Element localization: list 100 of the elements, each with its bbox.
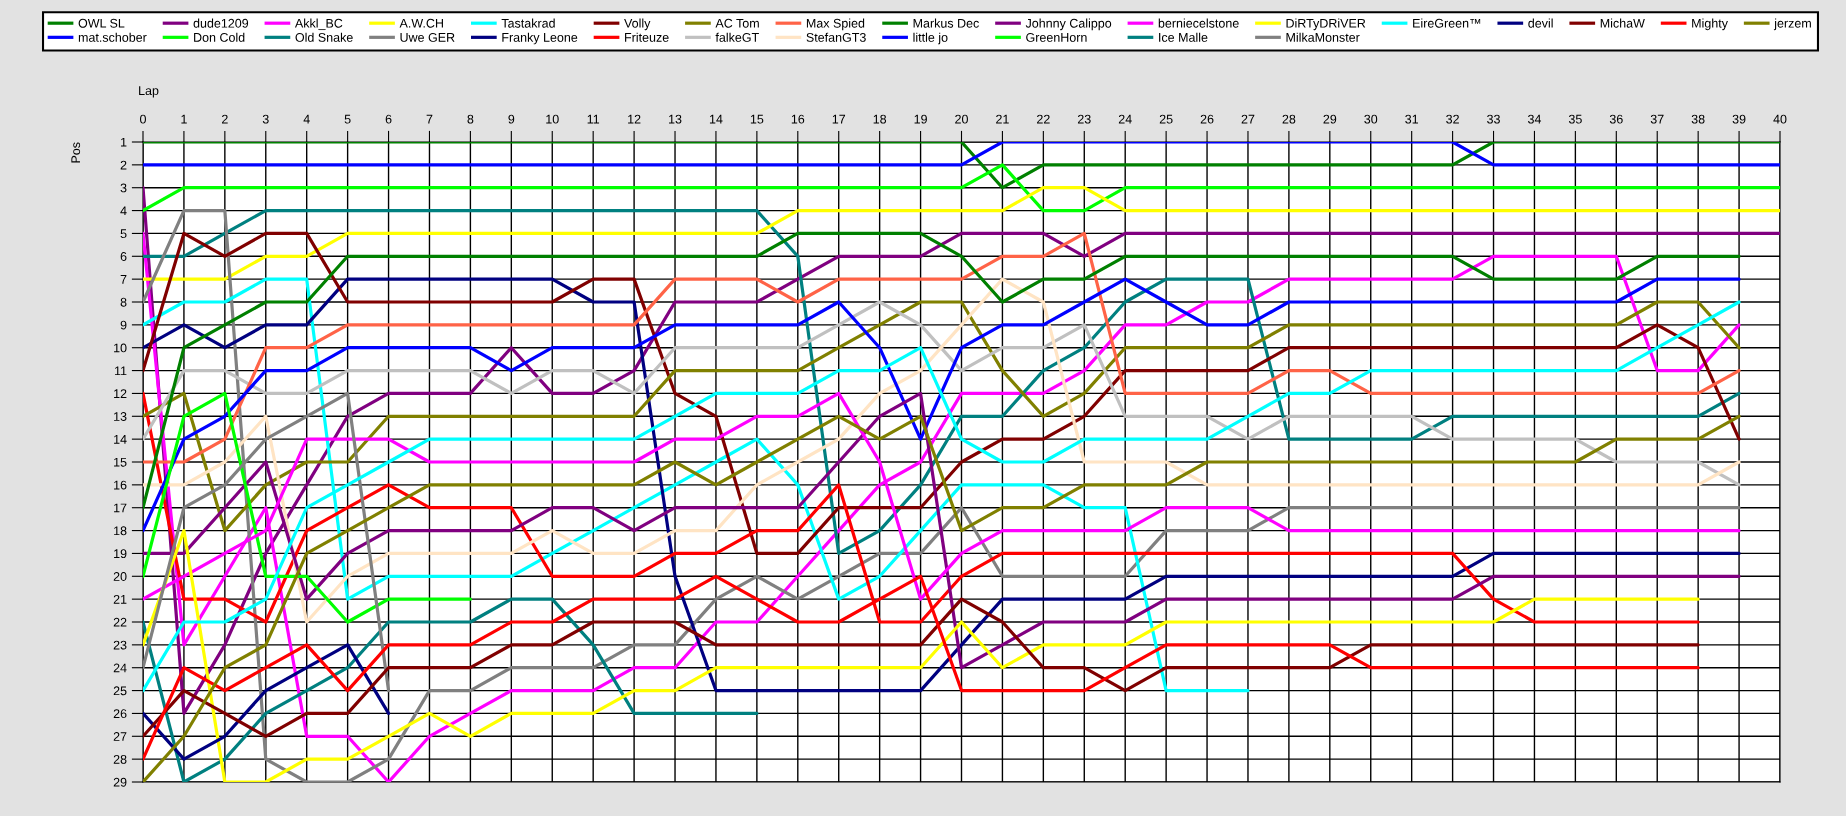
- y-tick-label: 14: [114, 435, 127, 444]
- x-tick-label: 5: [344, 114, 351, 124]
- x-tick-label: 3: [262, 114, 269, 124]
- x-tick-label: 29: [1323, 114, 1337, 124]
- legend-label: Old Snake: [295, 32, 353, 42]
- x-tick-label: 27: [1241, 114, 1255, 124]
- x-tick-label: 38: [1691, 114, 1705, 124]
- x-tick-label: 20: [955, 114, 968, 124]
- y-tick-label: 24: [113, 663, 127, 673]
- legend-label: mat.schober: [78, 32, 147, 42]
- x-tick-label: 39: [1732, 114, 1746, 124]
- x-tick-label: 10: [546, 114, 559, 124]
- y-tick-label: 15: [114, 457, 127, 467]
- legend-label: EireGreen™: [1413, 18, 1481, 28]
- legend-label: Johnny Calippo: [1025, 18, 1112, 31]
- x-tick-label: 21: [996, 114, 1009, 124]
- y-tick-label: 11: [115, 366, 127, 376]
- x-tick-label: 1: [181, 114, 187, 124]
- x-tick-label: 31: [1405, 114, 1419, 124]
- y-tick-label: 4: [120, 206, 127, 216]
- legend-label: Uwe GER: [400, 32, 455, 42]
- y-tick-label: 27: [113, 732, 127, 741]
- legend-label: Mighty: [1692, 18, 1728, 31]
- y-tick-label: 20: [113, 572, 127, 581]
- legend-label: MichaW: [1600, 18, 1645, 28]
- x-tick-label: 15: [750, 114, 764, 124]
- y-tick-label: 2: [120, 160, 127, 170]
- x-tick-label: 0: [140, 114, 146, 124]
- x-tick-label: 8: [467, 114, 474, 124]
- legend-label: Friteuze: [625, 32, 669, 42]
- legend-label: little jo: [913, 32, 948, 45]
- legend-label: berniecelstone: [1158, 18, 1239, 28]
- legend-label: falkeGT: [715, 32, 759, 42]
- x-tick-label: 17: [832, 114, 846, 124]
- x-tick-label: 14: [709, 114, 723, 124]
- x-tick-label: 26: [1200, 114, 1214, 124]
- y-tick-label: 28: [113, 754, 127, 764]
- x-tick-label: 33: [1487, 114, 1500, 124]
- y-tick-label: 10: [114, 343, 127, 353]
- x-tick-label: 16: [791, 114, 805, 124]
- legend-label: DiRTyDRiVER: [1286, 18, 1366, 31]
- y-tick-label: 12: [114, 389, 127, 398]
- legend-label: devil: [1528, 18, 1553, 28]
- x-tick-label: 18: [873, 114, 887, 124]
- y-tick-label: 23: [113, 640, 127, 650]
- legend-label: OWL SL: [78, 18, 125, 28]
- y-tick-label: 17: [114, 503, 127, 513]
- x-tick-label: 25: [1159, 114, 1173, 124]
- legend-label: Markus Dec: [913, 18, 979, 28]
- legend-label: MilkaMonster: [1286, 32, 1360, 42]
- x-tick-label: 24: [1118, 114, 1132, 124]
- x-tick-label: 28: [1282, 114, 1296, 124]
- x-axis-title: Lap: [139, 86, 159, 98]
- legend-label: dude1209: [193, 18, 249, 28]
- x-tick-label: 32: [1446, 114, 1459, 124]
- y-tick-label: 5: [120, 229, 127, 239]
- y-tick-label: 13: [114, 412, 127, 421]
- x-tick-label: 37: [1650, 114, 1664, 124]
- y-tick-label: 29: [113, 777, 127, 787]
- y-tick-label: 8: [120, 297, 127, 307]
- legend-label: Tastakrad: [501, 18, 555, 28]
- x-tick-label: 35: [1568, 114, 1582, 124]
- legend-label: jerzem: [1773, 18, 1811, 31]
- y-tick-label: 3: [120, 183, 127, 193]
- legend-label: Franky Leone: [502, 32, 578, 45]
- x-tick-label: 12: [628, 114, 641, 124]
- legend-label: Akkl_BC: [294, 18, 343, 31]
- x-tick-label: 2: [222, 114, 228, 124]
- y-tick-label: 6: [120, 252, 127, 261]
- x-tick-label: 19: [914, 114, 927, 124]
- y-tick-label: 18: [114, 526, 127, 536]
- legend-label: Volly: [624, 18, 651, 31]
- legend-label: Ice Malle: [1159, 32, 1208, 42]
- x-tick-label: 22: [1037, 114, 1050, 124]
- x-tick-label: 30: [1364, 114, 1378, 124]
- y-tick-label: 19: [114, 549, 127, 559]
- x-tick-label: 6: [385, 114, 392, 124]
- y-tick-label: 25: [113, 686, 127, 696]
- y-tick-label: 26: [113, 709, 127, 719]
- legend-label: A.W.CH: [399, 18, 443, 28]
- legend-label: StefanGT3: [806, 32, 866, 42]
- x-tick-label: 40: [1773, 114, 1787, 124]
- legend-label: GreenHorn: [1026, 32, 1087, 42]
- x-tick-label: 9: [508, 114, 515, 124]
- x-tick-label: 11: [587, 114, 600, 124]
- x-tick-label: 34: [1527, 114, 1542, 124]
- x-tick-label: 7: [426, 114, 433, 124]
- x-tick-label: 4: [303, 114, 310, 124]
- y-axis-title: Pos: [71, 142, 81, 163]
- legend-label: AC Tom: [715, 18, 759, 28]
- y-tick-label: 21: [113, 594, 127, 604]
- y-tick-label: 22: [113, 617, 127, 627]
- y-tick-label: 9: [120, 320, 127, 330]
- legend-label: Max Spied: [806, 18, 865, 31]
- x-tick-label: 23: [1077, 114, 1091, 124]
- x-tick-label: 36: [1609, 114, 1623, 124]
- y-tick-label: 16: [114, 480, 127, 490]
- y-tick-label: 1: [121, 137, 127, 147]
- y-tick-label: 7: [120, 275, 127, 284]
- x-tick-label: 13: [669, 114, 682, 124]
